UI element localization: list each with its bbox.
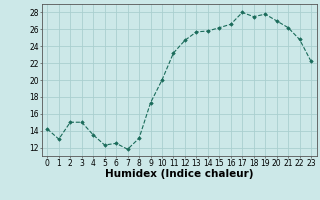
X-axis label: Humidex (Indice chaleur): Humidex (Indice chaleur) bbox=[105, 169, 253, 179]
